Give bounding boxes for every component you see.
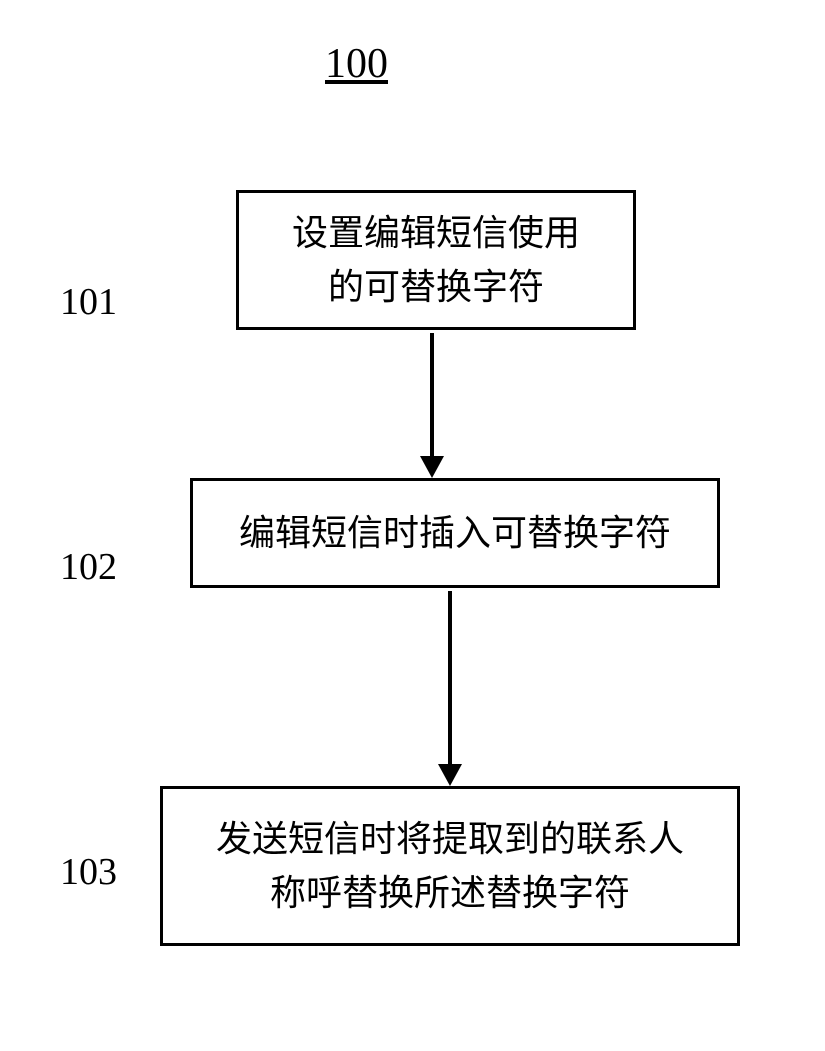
step-label-103: 103 (60, 850, 117, 894)
arrow-1-head (420, 456, 444, 478)
step-label-102: 102 (60, 545, 117, 589)
arrow-2-head (438, 764, 462, 786)
step-label-101: 101 (60, 280, 117, 324)
box-101: 设置编辑短信使用的可替换字符 (236, 190, 636, 330)
diagram-title: 100 (325, 40, 388, 88)
box-103-text: 发送短信时将提取到的联系人称呼替换所述替换字符 (216, 812, 684, 920)
box-103: 发送短信时将提取到的联系人称呼替换所述替换字符 (160, 786, 740, 946)
arrow-2 (448, 591, 452, 767)
box-101-text: 设置编辑短信使用的可替换字符 (292, 206, 580, 314)
box-102: 编辑短信时插入可替换字符 (190, 478, 720, 588)
box-102-text: 编辑短信时插入可替换字符 (239, 506, 671, 560)
arrow-1 (430, 333, 434, 459)
